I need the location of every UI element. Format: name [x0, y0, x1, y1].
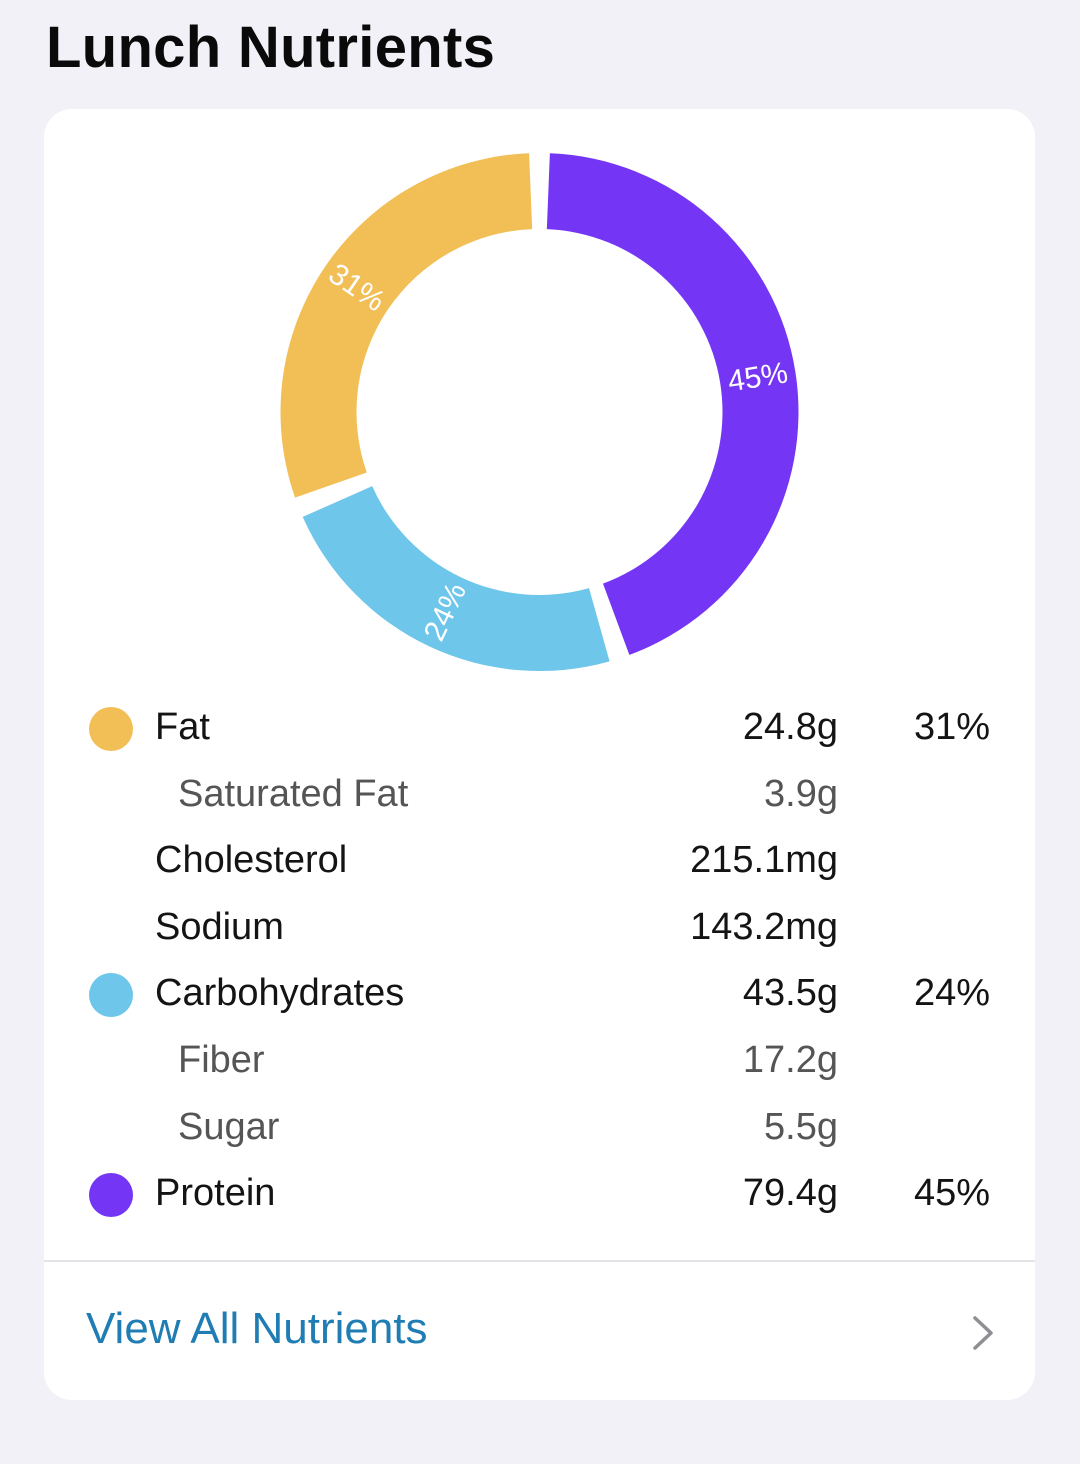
- nutrient-percent: 45%: [913, 1172, 990, 1215]
- nutrient-amount: 143.2mg: [690, 905, 838, 948]
- nutrient-percent: 24%: [913, 972, 990, 1015]
- donut-slice-protein: [546, 153, 799, 655]
- nutrients-card: 45% 24% 31% Fat 24.8g 31% Saturated Fat 3.9g Ch…: [44, 109, 1035, 1400]
- nutrient-row-fat: Fat 24.8g 31%: [44, 700, 1035, 760]
- macronutrient-donut-chart: 45%24%31%: [280, 153, 799, 671]
- nutrient-amount: 5.5g: [764, 1105, 838, 1148]
- nutrient-name: Fat: [155, 706, 210, 748]
- nutrient-row-sugar: Sugar 5.5g: [44, 1100, 1035, 1160]
- nutrient-row-fiber: Fiber 17.2g: [44, 1033, 1035, 1093]
- view-all-nutrients-label: View All Nutrients: [86, 1304, 428, 1353]
- nutrient-amount: 215.1mg: [690, 839, 838, 882]
- donut-slice-carbohydrates: [302, 486, 610, 671]
- nutrient-amount: 24.8g: [742, 706, 838, 748]
- nutrient-name: Fiber: [178, 1039, 265, 1081]
- nutrient-amount: 17.2g: [742, 1039, 838, 1081]
- nutrient-name: Protein: [155, 1172, 276, 1215]
- nutrient-name: Sodium: [155, 905, 284, 948]
- nutrient-name: Carbohydrates: [155, 972, 405, 1015]
- nutrient-row-cholesterol: Cholesterol 215.1mg: [44, 833, 1035, 893]
- nutrient-amount: 43.5g: [742, 972, 838, 1015]
- nutrient-name: Cholesterol: [155, 839, 348, 882]
- legend-dot-carbohydrates: [89, 973, 133, 1018]
- page-title: Lunch Nutrients: [46, 15, 496, 80]
- nutrient-row-carbohydrates: Carbohydrates 43.5g 24%: [44, 966, 1035, 1026]
- view-all-nutrients-button[interactable]: View All Nutrients: [44, 1262, 1035, 1400]
- nutrient-row-saturated-fat: Saturated Fat 3.9g: [44, 767, 1035, 827]
- nutrient-row-protein: Protein 79.4g 45%: [44, 1166, 1035, 1226]
- nutrient-row-sodium: Sodium 143.2mg: [44, 900, 1035, 960]
- donut-slice-fat: [280, 153, 533, 498]
- legend-dot-protein: [89, 1173, 133, 1218]
- nutrient-name: Saturated Fat: [178, 772, 409, 815]
- divider: [44, 1260, 1035, 1262]
- chevron-right-icon: [973, 1316, 993, 1350]
- nutrient-amount: 79.4g: [742, 1172, 838, 1215]
- nutrient-name: Sugar: [178, 1105, 280, 1148]
- nutrient-amount: 3.9g: [764, 772, 838, 815]
- legend-dot-fat: [89, 707, 133, 751]
- nutrient-percent: 31%: [913, 706, 990, 748]
